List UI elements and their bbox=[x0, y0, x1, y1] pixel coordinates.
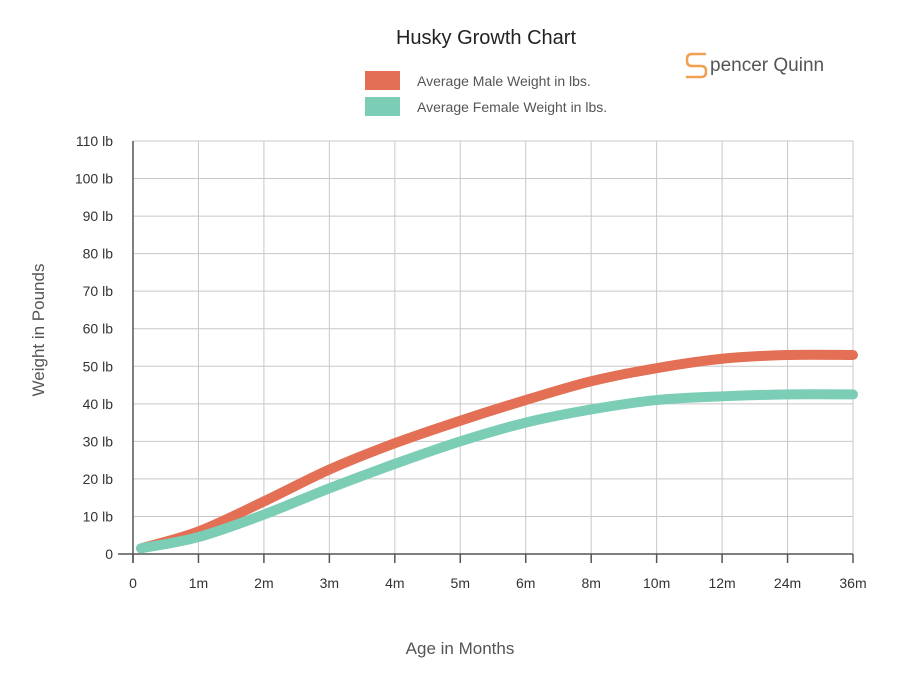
x-tick-label: 1m bbox=[189, 575, 208, 591]
y-tick-label: 80 lb bbox=[83, 246, 114, 262]
y-tick-label: 50 lb bbox=[83, 358, 114, 374]
tick-labels: 0 10 lb 20 lb 30 lb 40 lb 50 lb 60 lb 70 lb 80 l… bbox=[75, 133, 867, 591]
grid-lines bbox=[133, 140, 854, 554]
y-tick-label: 0 bbox=[105, 546, 113, 562]
brand-name: pencer Quinn bbox=[710, 55, 824, 76]
brand-s-icon bbox=[685, 52, 708, 79]
x-tick-label: 2m bbox=[254, 575, 273, 591]
series-lines bbox=[136, 349, 858, 554]
x-tick-label: 8m bbox=[581, 575, 600, 591]
y-axis-title: Weight in Pounds bbox=[29, 264, 48, 397]
x-tick-label: 4m bbox=[385, 575, 404, 591]
y-tick-label: 20 lb bbox=[83, 471, 114, 487]
x-tick-label: 24m bbox=[774, 575, 801, 591]
x-axis-title: Age in Months bbox=[406, 639, 515, 658]
x-tick-label: 3m bbox=[320, 575, 339, 591]
y-tick-label: 30 lb bbox=[83, 433, 114, 449]
brand-logo: pencer Quinn bbox=[685, 52, 824, 79]
chart-title: Husky Growth Chart bbox=[396, 27, 576, 49]
legend: Average Male Weight in lbs. Average Fema… bbox=[365, 71, 607, 116]
y-tick-label: 90 lb bbox=[83, 208, 114, 224]
legend-swatch-female bbox=[365, 97, 400, 116]
legend-swatch-male bbox=[365, 71, 400, 90]
x-tick-label: 6m bbox=[516, 575, 535, 591]
y-tick-label: 70 lb bbox=[83, 283, 114, 299]
y-tick-label: 10 lb bbox=[83, 508, 114, 524]
y-tick-label: 60 lb bbox=[83, 321, 114, 337]
series-line-male bbox=[136, 349, 858, 554]
legend-label-male: Average Male Weight in lbs. bbox=[417, 73, 591, 89]
x-tick-label: 36m bbox=[839, 575, 866, 591]
y-tick-label: 100 lb bbox=[75, 171, 113, 187]
legend-label-female: Average Female Weight in lbs. bbox=[417, 99, 607, 115]
series-line-female bbox=[136, 389, 858, 554]
y-tick-label: 40 lb bbox=[83, 396, 114, 412]
x-tick-label: 0 bbox=[129, 575, 137, 591]
x-tick-label: 5m bbox=[451, 575, 470, 591]
x-tick-label: 10m bbox=[643, 575, 670, 591]
y-tick-label: 110 lb bbox=[76, 133, 113, 149]
axes bbox=[118, 141, 854, 563]
x-tick-label: 12m bbox=[708, 575, 735, 591]
